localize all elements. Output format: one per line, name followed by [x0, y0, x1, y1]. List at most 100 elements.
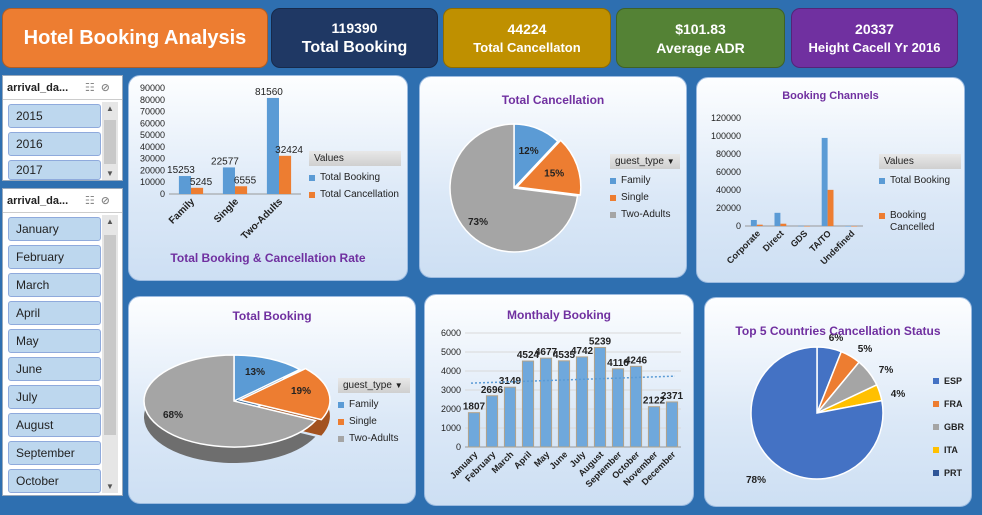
- total-booking-chart: 13% 19% 68%: [143, 354, 331, 463]
- scroll-up-icon[interactable]: ▲: [106, 104, 114, 113]
- dashboard-title: Hotel Booking Analysis: [2, 8, 268, 68]
- y-tick-label: 100000: [711, 131, 741, 141]
- data-label: 4524: [517, 350, 540, 361]
- pie-slice: [515, 139, 582, 196]
- y-tick-label: 0: [456, 442, 461, 452]
- bar: [539, 357, 553, 448]
- y-tick-label: 2000: [441, 404, 461, 414]
- slicer-item-july[interactable]: July: [8, 385, 101, 409]
- data-label: 4246: [625, 355, 648, 366]
- data-label: 2122: [643, 396, 666, 407]
- bar: [821, 137, 828, 226]
- data-label: 4677: [535, 347, 558, 358]
- booking-cancellation-panel: 0 10000 20000 30000 40000 50000 60000 70000 8000…: [128, 75, 408, 281]
- chart-title: Total Booking: [232, 309, 312, 323]
- total-cancellation-panel: Total Cancellation 12% 15% 73% guest_type …: [419, 76, 687, 278]
- scroll-up-icon[interactable]: ▲: [106, 217, 114, 226]
- slicer-item-2017[interactable]: 2017: [8, 160, 101, 180]
- data-label: 15%: [544, 169, 564, 180]
- booking-channels-chart: 0 20000 40000 60000 80000 100000 120000 Corpora…: [711, 113, 863, 267]
- bar: [222, 167, 235, 194]
- slicer-item-april[interactable]: April: [8, 301, 101, 325]
- data-label: 2696: [481, 385, 504, 396]
- legend-title[interactable]: guest_type ▼: [338, 378, 410, 393]
- legend-item: Family: [338, 399, 410, 410]
- multi-select-icon[interactable]: ☷: [84, 195, 101, 207]
- y-tick-label: 40000: [716, 185, 741, 195]
- legend-item: Total Cancellation: [309, 189, 401, 200]
- bar: [235, 186, 248, 194]
- multi-select-icon[interactable]: ☷: [84, 82, 101, 94]
- monthly-booking-chart: 0100020003000400050006000JanuaryFebruary…: [441, 328, 684, 489]
- data-label: 4116: [607, 358, 629, 369]
- dropdown-icon: ▼: [394, 381, 403, 390]
- slicer-item-june[interactable]: June: [8, 357, 101, 381]
- y-tick-label: 0: [160, 189, 165, 199]
- bar: [845, 225, 852, 227]
- kpi-label: Height Cacell Yr 2016: [808, 40, 941, 55]
- kpi-average-adr: $101.83 Average ADR: [616, 8, 785, 68]
- scrollbar[interactable]: ▲ ▼: [102, 215, 118, 493]
- data-label: 6555: [234, 175, 257, 186]
- y-tick-label: 3000: [441, 385, 461, 395]
- bar: [827, 189, 834, 226]
- y-tick-label: 10000: [140, 177, 165, 187]
- pie-slice: [237, 367, 331, 421]
- bar: [575, 356, 589, 448]
- kpi-value: 119390: [331, 19, 378, 36]
- bar: [750, 219, 757, 226]
- chart-title: Booking Channels: [782, 90, 879, 102]
- scroll-down-icon[interactable]: ▼: [106, 482, 114, 491]
- clear-filter-icon[interactable]: ⊘: [100, 82, 116, 94]
- slicer-item-february[interactable]: February: [8, 245, 101, 269]
- month-slicer: arrival_da... ☷⊘ January February March …: [2, 188, 123, 496]
- slicer-header-label: arrival_da...: [7, 194, 69, 207]
- slicer-item-january[interactable]: January: [8, 217, 101, 241]
- x-tick-label: Two-Adults: [239, 196, 285, 242]
- y-tick-label: 6000: [441, 328, 461, 338]
- bar: [804, 225, 810, 227]
- scroll-thumb[interactable]: [104, 235, 116, 435]
- bar: [647, 406, 661, 448]
- slicer-item-september[interactable]: September: [8, 441, 101, 465]
- slicer-item-may[interactable]: May: [8, 329, 101, 353]
- scroll-thumb[interactable]: [104, 120, 116, 164]
- legend-item-continuation: Cancelled: [890, 222, 935, 233]
- bar: [629, 365, 643, 448]
- kpi-total-booking: 119390 Total Booking: [271, 8, 438, 68]
- data-label: 13%: [245, 367, 265, 378]
- bar: [593, 346, 607, 448]
- slicer-item-2015[interactable]: 2015: [8, 104, 101, 128]
- data-label: 7%: [879, 365, 894, 376]
- scrollbar[interactable]: ▲ ▼: [102, 102, 118, 180]
- slicer-item-october[interactable]: October: [8, 469, 101, 493]
- slicer-header-label: arrival_da...: [7, 81, 69, 94]
- legend-item: Single: [338, 416, 410, 427]
- y-tick-label: 0: [736, 221, 741, 231]
- data-label: 81560: [255, 87, 283, 98]
- total-cancellation-chart: 12% 15% 73%: [449, 123, 582, 253]
- y-tick-label: 40000: [140, 142, 165, 152]
- clear-filter-icon[interactable]: ⊘: [100, 195, 116, 207]
- scroll-down-icon[interactable]: ▼: [106, 169, 114, 178]
- x-tick-label: Corporate: [725, 228, 762, 265]
- total-booking-panel: Total Booking 13% 19% 68% guest_type ▼ Fam…: [128, 296, 416, 504]
- legend-title[interactable]: guest_type ▼: [610, 154, 680, 169]
- slicer-item-august[interactable]: August: [8, 413, 101, 437]
- bar: [780, 223, 787, 226]
- data-label: 78%: [746, 475, 766, 486]
- slicer-item-march[interactable]: March: [8, 273, 101, 297]
- top-countries-chart: 6% 5% 7% 4% 78%: [746, 333, 905, 486]
- kpi-label: Total Booking: [301, 38, 408, 56]
- chart-legend: ESP FRA GBR ITA PRT: [933, 370, 971, 478]
- kpi-label: Average ADR: [656, 39, 745, 56]
- kpi-highest-cancel-year: 20337 Height Cacell Yr 2016: [791, 8, 958, 68]
- bar: [279, 155, 292, 194]
- y-tick-label: 80000: [140, 95, 165, 105]
- y-tick-label: 120000: [711, 113, 741, 123]
- y-tick-label: 90000: [140, 83, 165, 93]
- legend-item: FRA: [933, 399, 971, 409]
- slicer-item-2016[interactable]: 2016: [8, 132, 101, 156]
- data-label: 15253: [167, 165, 195, 176]
